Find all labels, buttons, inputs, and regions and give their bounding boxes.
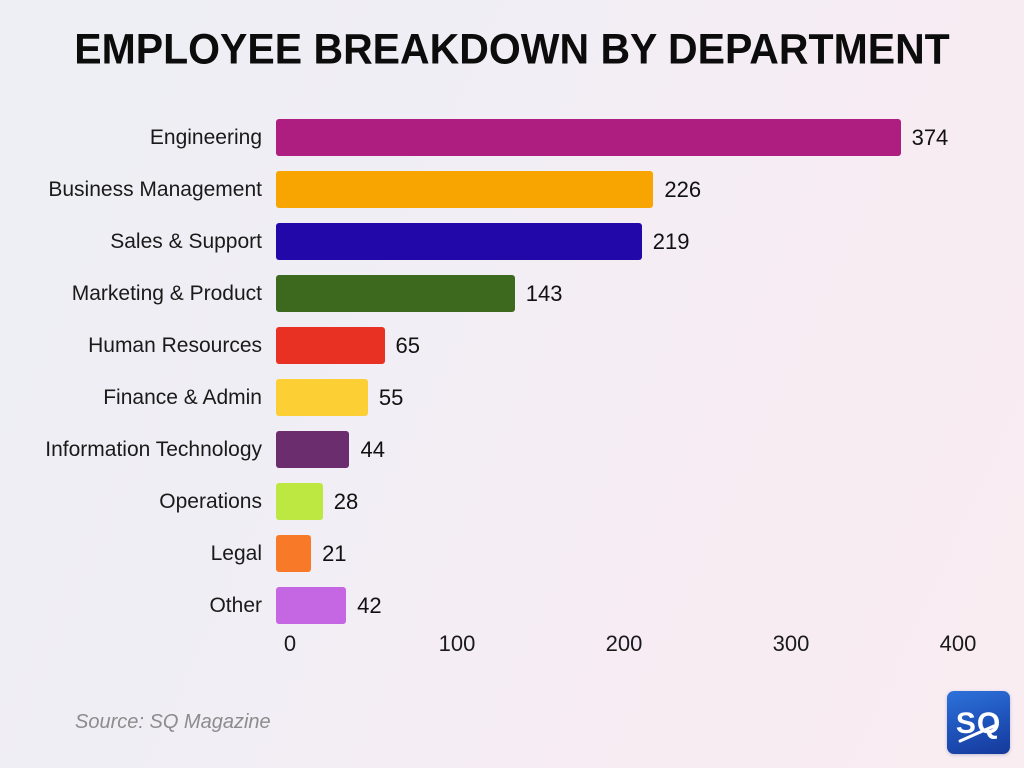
x-axis-tick: 0 bbox=[283, 631, 297, 656]
x-axis-tick: 200 bbox=[605, 631, 643, 656]
category-label: Finance & Admin bbox=[103, 385, 262, 409]
bar-chart: Engineering 374 Business Management 226 … bbox=[0, 119, 1024, 624]
bar-finance-admin bbox=[276, 379, 368, 416]
bar-information-technology bbox=[276, 431, 350, 468]
value-label: 55 bbox=[378, 384, 404, 410]
value-label: 374 bbox=[911, 124, 949, 150]
category-label: Information Technology bbox=[45, 437, 262, 461]
value-label: 219 bbox=[652, 228, 690, 254]
x-axis: 0 100 200 300 400 bbox=[284, 631, 976, 659]
value-label: 65 bbox=[395, 332, 421, 358]
bar-engineering bbox=[276, 119, 901, 156]
value-label: 28 bbox=[333, 488, 359, 514]
bar-human-resources bbox=[276, 327, 385, 364]
source-caption: Source: SQ Magazine bbox=[75, 711, 271, 733]
category-label: Other bbox=[209, 593, 262, 617]
bar-row: Marketing & Product 143 bbox=[0, 275, 1024, 312]
category-label: Legal bbox=[210, 541, 262, 565]
bar-legal bbox=[276, 535, 312, 572]
bar-row: Operations 28 bbox=[0, 483, 1024, 520]
bar-row: Other 42 bbox=[0, 587, 1024, 624]
category-label: Human Resources bbox=[88, 333, 262, 357]
value-label: 226 bbox=[664, 176, 702, 202]
bar-row: Information Technology 44 bbox=[0, 431, 1024, 468]
bar-sales-support bbox=[276, 223, 642, 260]
bar-other bbox=[276, 587, 347, 624]
bar-row: Legal 21 bbox=[0, 535, 1024, 572]
x-axis-tick: 400 bbox=[939, 631, 977, 656]
value-label: 44 bbox=[360, 436, 385, 462]
category-label: Business Management bbox=[48, 177, 262, 201]
category-label: Sales & Support bbox=[110, 229, 262, 253]
bar-row: Finance & Admin 55 bbox=[0, 379, 1024, 416]
bar-row: Sales & Support 219 bbox=[0, 223, 1024, 260]
sq-magazine-logo: SQ bbox=[947, 691, 1010, 754]
value-label: 42 bbox=[357, 592, 382, 618]
x-axis-tick: 300 bbox=[772, 631, 810, 656]
bar-operations bbox=[276, 483, 323, 520]
x-axis-tick: 100 bbox=[438, 631, 476, 656]
category-label: Marketing & Product bbox=[71, 281, 262, 305]
bar-row: Human Resources 65 bbox=[0, 327, 1024, 364]
value-label: 21 bbox=[322, 540, 347, 566]
bar-row: Engineering 374 bbox=[0, 119, 1024, 156]
bar-marketing-product bbox=[276, 275, 515, 312]
value-label: 143 bbox=[525, 280, 563, 306]
chart-title: EMPLOYEE BREAKDOWN BY DEPARTMENT bbox=[74, 25, 950, 73]
category-label: Engineering bbox=[149, 125, 262, 149]
bar-business-management bbox=[276, 171, 654, 208]
bar-row: Business Management 226 bbox=[0, 171, 1024, 208]
category-label: Operations bbox=[159, 489, 262, 513]
